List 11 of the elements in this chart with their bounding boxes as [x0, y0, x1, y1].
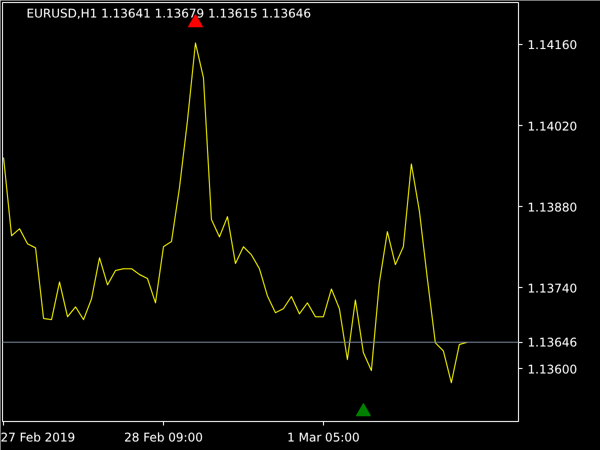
- y-tick-label: 1.13740: [528, 281, 578, 296]
- ref-line-label: 1.13646: [528, 336, 578, 350]
- x-tick-label: 27 Feb 2019: [0, 430, 76, 444]
- y-tick-label: 1.14020: [528, 119, 578, 134]
- y-tick-label: 1.13600: [528, 362, 578, 376]
- x-tick-label: 1 Mar 05:00: [287, 430, 360, 444]
- y-tick-label: 1.14160: [528, 38, 578, 52]
- chart-title: EURUSD,H1 1.13641 1.13679 1.13615 1.13646: [26, 6, 312, 20]
- line-series: [3, 42, 468, 384]
- y-tick-label: 1.13880: [528, 200, 578, 214]
- x-tick-label: 28 Feb 09:00: [124, 430, 203, 444]
